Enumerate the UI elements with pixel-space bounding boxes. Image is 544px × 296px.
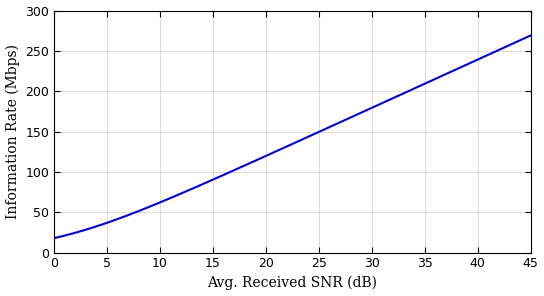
Y-axis label: Information Rate (Mbps): Information Rate (Mbps) — [5, 44, 20, 219]
X-axis label: Avg. Received SNR (dB): Avg. Received SNR (dB) — [207, 276, 378, 290]
